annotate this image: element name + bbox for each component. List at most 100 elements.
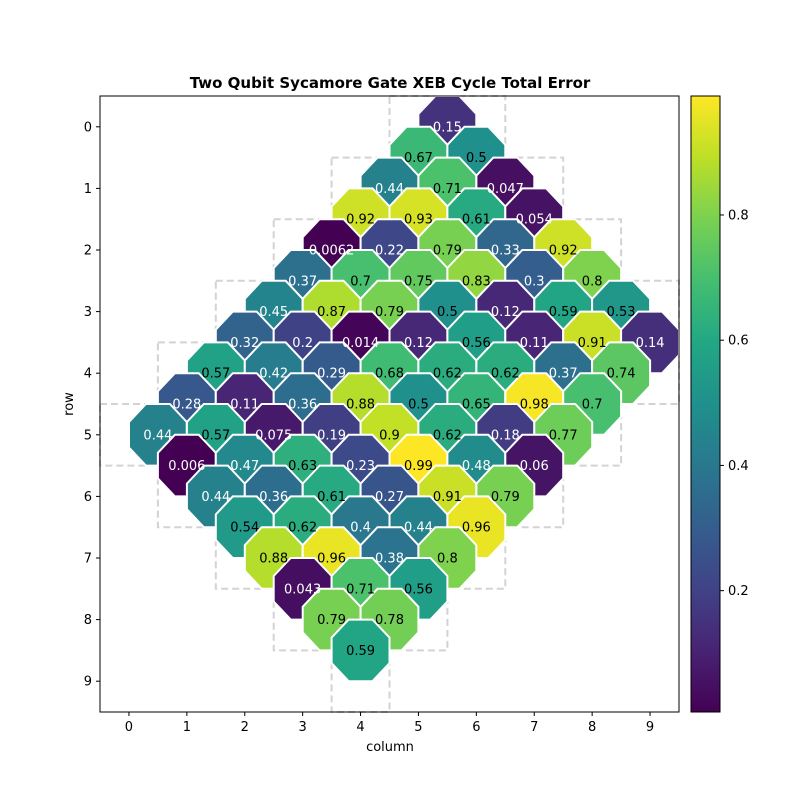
y-axis-label: row — [62, 392, 77, 416]
pair-value-label-15: 0.37 — [288, 274, 317, 289]
pair-value-label-1: 0.67 — [404, 151, 433, 166]
pair-value-label-71: 0.91 — [433, 490, 462, 505]
pair-value-label-12: 0.79 — [433, 244, 462, 259]
pair-value-label-47: 0.88 — [346, 398, 375, 413]
pair-value-label-31: 0.12 — [404, 336, 433, 351]
pair-value-label-40: 0.62 — [433, 367, 462, 382]
y-tick-label-7: 7 — [84, 552, 92, 567]
qubit-pair-value-labels: 0.15 0.67 0.5 0.44 0.71 0.047 0.92 0.93 0.61 0.05… — [143, 120, 664, 659]
pair-value-label-59: 0.77 — [549, 428, 578, 443]
pair-value-label-67: 0.44 — [201, 490, 230, 505]
pair-value-label-4: 0.71 — [433, 182, 462, 197]
pair-value-label-86: 0.78 — [375, 613, 404, 628]
pair-value-label-29: 0.2 — [292, 336, 313, 351]
pair-value-label-44: 0.28 — [172, 398, 201, 413]
x-tick-label-9: 9 — [646, 720, 654, 735]
pair-value-label-69: 0.61 — [317, 490, 346, 505]
y-tick-label-3: 3 — [84, 305, 92, 320]
pair-value-label-3: 0.44 — [375, 182, 404, 197]
y-tick-label-2: 2 — [84, 244, 92, 259]
pair-value-label-27: 0.53 — [607, 305, 636, 320]
pair-value-label-65: 0.48 — [462, 459, 491, 474]
pair-value-label-46: 0.36 — [288, 398, 317, 413]
pair-value-label-73: 0.54 — [230, 521, 259, 536]
x-tick-label-8: 8 — [588, 720, 596, 735]
pair-value-label-42: 0.37 — [549, 367, 578, 382]
pair-value-label-35: 0.14 — [636, 336, 665, 351]
pair-value-label-85: 0.79 — [317, 613, 346, 628]
pair-value-label-39: 0.68 — [375, 367, 404, 382]
x-axis-label: column — [366, 740, 414, 755]
pair-value-label-16: 0.7 — [350, 274, 371, 289]
colorbar-tick-label-1: 0.4 — [728, 459, 749, 474]
pair-value-label-36: 0.57 — [201, 367, 230, 382]
colorbar-ticks: 0.2 0.4 0.6 0.8 — [720, 208, 749, 599]
colorbar — [690, 95, 721, 713]
pair-value-label-60: 0.006 — [168, 459, 205, 474]
pair-value-label-23: 0.79 — [375, 305, 404, 320]
pair-value-label-83: 0.71 — [346, 582, 375, 597]
y-tick-label-4: 4 — [84, 367, 92, 382]
x-tick-label-4: 4 — [356, 720, 364, 735]
pair-value-label-0: 0.15 — [433, 120, 462, 135]
pair-value-label-52: 0.44 — [143, 428, 172, 443]
x-tick-label-2: 2 — [241, 720, 249, 735]
pair-value-label-82: 0.043 — [284, 582, 321, 597]
pair-value-label-58: 0.18 — [491, 428, 520, 443]
pair-value-label-17: 0.75 — [404, 274, 433, 289]
pair-value-label-77: 0.96 — [462, 521, 491, 536]
pair-value-label-41: 0.62 — [491, 367, 520, 382]
pair-value-label-21: 0.45 — [259, 305, 288, 320]
pair-value-label-62: 0.63 — [288, 459, 317, 474]
pair-value-label-2: 0.5 — [466, 151, 487, 166]
pair-value-label-24: 0.5 — [437, 305, 458, 320]
pair-value-label-66: 0.06 — [520, 459, 549, 474]
y-axis-ticks: 0 1 2 3 4 5 6 7 8 9 — [84, 120, 100, 690]
pair-value-label-14: 0.92 — [549, 244, 578, 259]
y-tick-label-6: 6 — [84, 490, 92, 505]
pair-value-label-43: 0.74 — [607, 367, 636, 382]
x-tick-label-7: 7 — [530, 720, 538, 735]
colorbar-tick-label-2: 0.6 — [728, 334, 749, 349]
pair-value-label-56: 0.9 — [379, 428, 400, 443]
pair-value-label-79: 0.96 — [317, 552, 346, 567]
pair-value-label-10: 0.0062 — [309, 244, 355, 259]
pair-value-label-75: 0.4 — [350, 521, 371, 536]
pair-value-label-13: 0.33 — [491, 244, 520, 259]
qubit-pair-cells — [128, 95, 680, 683]
x-tick-label-6: 6 — [472, 720, 480, 735]
colorbar-tick-label-0: 0.2 — [728, 584, 749, 599]
pair-value-label-18: 0.83 — [462, 274, 491, 289]
pair-value-label-61: 0.47 — [230, 459, 259, 474]
pair-value-label-8: 0.61 — [462, 213, 491, 228]
pair-value-label-78: 0.88 — [259, 552, 288, 567]
y-tick-label-1: 1 — [84, 182, 92, 197]
y-tick-label-5: 5 — [84, 428, 92, 443]
pair-value-label-45: 0.11 — [230, 398, 259, 413]
pair-value-label-50: 0.98 — [520, 398, 549, 413]
pair-value-label-7: 0.93 — [404, 213, 433, 228]
pair-value-label-57: 0.62 — [433, 428, 462, 443]
pair-value-label-25: 0.12 — [491, 305, 520, 320]
pair-value-label-34: 0.91 — [578, 336, 607, 351]
chart-title: Two Qubit Sycamore Gate XEB Cycle Total … — [190, 74, 591, 92]
pair-value-label-80: 0.38 — [375, 552, 404, 567]
pair-value-label-54: 0.075 — [255, 428, 292, 443]
pair-value-label-74: 0.62 — [288, 521, 317, 536]
pair-value-label-51: 0.7 — [582, 398, 603, 413]
pair-value-label-26: 0.59 — [549, 305, 578, 320]
plot-frame — [99, 95, 680, 713]
pair-value-label-53: 0.57 — [201, 428, 230, 443]
pair-value-label-84: 0.56 — [404, 582, 433, 597]
pair-value-label-9: 0.054 — [516, 213, 553, 228]
pair-value-label-48: 0.5 — [408, 398, 429, 413]
x-tick-label-0: 0 — [125, 720, 133, 735]
y-tick-label-8: 8 — [84, 613, 92, 628]
pair-value-label-20: 0.8 — [582, 274, 603, 289]
pair-value-label-33: 0.11 — [520, 336, 549, 351]
pair-value-label-49: 0.65 — [462, 398, 491, 413]
y-tick-label-9: 9 — [84, 675, 92, 690]
pair-cell-87 — [330, 618, 391, 683]
pair-value-label-70: 0.27 — [375, 490, 404, 505]
pair-value-label-37: 0.42 — [259, 367, 288, 382]
